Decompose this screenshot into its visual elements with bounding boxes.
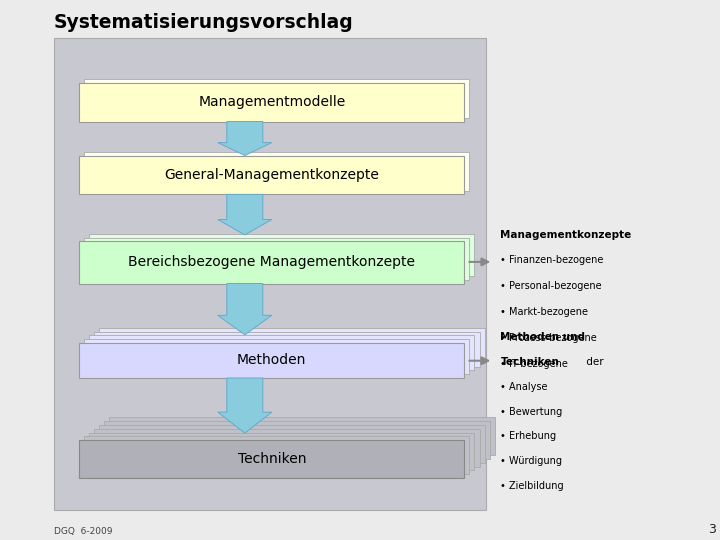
Text: DGQ  6-2009: DGQ 6-2009 xyxy=(54,526,112,536)
FancyBboxPatch shape xyxy=(109,417,495,455)
Text: Methoden und: Methoden und xyxy=(500,332,585,342)
Text: der: der xyxy=(583,357,604,367)
Text: Systematisierungsvorschlag: Systematisierungsvorschlag xyxy=(54,14,354,32)
Text: Techniken: Techniken xyxy=(500,357,559,367)
Text: • Würdigung: • Würdigung xyxy=(500,456,562,467)
Text: • Finanzen-bezogene: • Finanzen-bezogene xyxy=(500,255,604,266)
Text: Bereichsbezogene Managementkonzepte: Bereichsbezogene Managementkonzepte xyxy=(128,255,415,269)
Text: • IT-bezogene: • IT-bezogene xyxy=(500,359,568,369)
FancyBboxPatch shape xyxy=(84,238,469,280)
FancyBboxPatch shape xyxy=(79,440,464,478)
FancyBboxPatch shape xyxy=(84,152,469,191)
FancyBboxPatch shape xyxy=(99,425,485,463)
Text: • Analyse: • Analyse xyxy=(500,382,548,392)
FancyBboxPatch shape xyxy=(94,429,480,467)
Text: • Markt-bezogene: • Markt-bezogene xyxy=(500,307,588,318)
Text: General-Managementkonzepte: General-Managementkonzepte xyxy=(164,168,379,182)
FancyBboxPatch shape xyxy=(104,421,490,459)
FancyBboxPatch shape xyxy=(84,339,469,374)
Text: Techniken: Techniken xyxy=(238,452,306,466)
Polygon shape xyxy=(218,284,272,335)
Text: • Personal-bezogene: • Personal-bezogene xyxy=(500,281,602,292)
FancyBboxPatch shape xyxy=(94,332,480,367)
FancyBboxPatch shape xyxy=(79,156,464,194)
Polygon shape xyxy=(218,378,272,433)
Polygon shape xyxy=(218,194,272,235)
FancyBboxPatch shape xyxy=(54,38,486,510)
Text: Managementmodelle: Managementmodelle xyxy=(198,95,346,109)
FancyBboxPatch shape xyxy=(79,343,464,378)
Text: • Zielbildung: • Zielbildung xyxy=(500,481,564,491)
Text: Methoden: Methoden xyxy=(237,354,307,367)
FancyBboxPatch shape xyxy=(89,234,474,276)
Polygon shape xyxy=(218,122,272,156)
FancyBboxPatch shape xyxy=(84,436,469,474)
Text: • Bewertung: • Bewertung xyxy=(500,407,562,417)
FancyBboxPatch shape xyxy=(89,433,474,470)
FancyBboxPatch shape xyxy=(89,335,474,370)
Text: Managementkonzepte: Managementkonzepte xyxy=(500,230,631,240)
Text: • Prozess-bezogene: • Prozess-bezogene xyxy=(500,333,597,343)
FancyBboxPatch shape xyxy=(79,241,464,284)
FancyBboxPatch shape xyxy=(99,328,485,363)
Text: • Erhebung: • Erhebung xyxy=(500,431,557,442)
Text: 3: 3 xyxy=(708,523,716,536)
FancyBboxPatch shape xyxy=(79,83,464,122)
FancyBboxPatch shape xyxy=(84,79,469,118)
